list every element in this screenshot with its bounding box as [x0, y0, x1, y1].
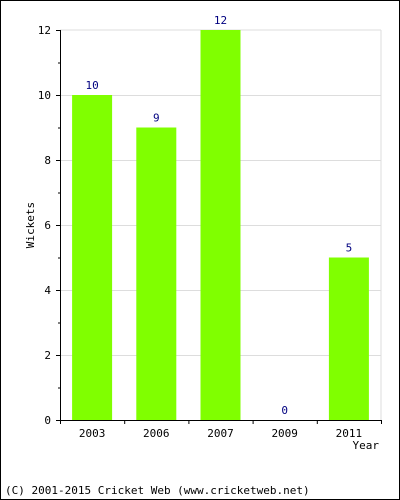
bar — [200, 30, 241, 420]
y-tick-label: 12 — [38, 24, 51, 37]
y-tick-label: 2 — [44, 349, 51, 362]
y-tick-label: 10 — [38, 89, 51, 102]
y-axis-title: Wickets — [24, 202, 37, 248]
bar-data-label: 5 — [346, 242, 353, 255]
x-tick-label: 2011 — [336, 427, 363, 440]
bars: 10 9 12 0 5 — [72, 14, 369, 420]
y-tick-label: 8 — [44, 154, 51, 167]
x-axis: 2003 2006 2007 2009 2011 — [60, 420, 382, 440]
x-tick-label: 2009 — [271, 427, 298, 440]
x-axis-title: Year — [353, 439, 380, 452]
bar-data-label: 12 — [214, 14, 227, 27]
y-tick-label: 0 — [44, 414, 51, 427]
x-tick-label: 2007 — [207, 427, 234, 440]
bar — [72, 95, 113, 420]
bar-data-label: 10 — [85, 79, 98, 92]
bar — [328, 257, 369, 420]
bar-data-label: 0 — [281, 404, 288, 417]
copyright-footer: (C) 2001-2015 Cricket Web (www.cricketwe… — [5, 484, 310, 497]
y-tick-label: 4 — [44, 284, 51, 297]
y-tick-label: 6 — [44, 219, 51, 232]
y-axis: 0 2 4 6 8 10 12 — [38, 24, 61, 427]
bar-data-label: 9 — [153, 112, 160, 125]
x-tick-label: 2006 — [143, 427, 170, 440]
x-tick-label: 2003 — [79, 427, 106, 440]
bar — [136, 127, 177, 420]
